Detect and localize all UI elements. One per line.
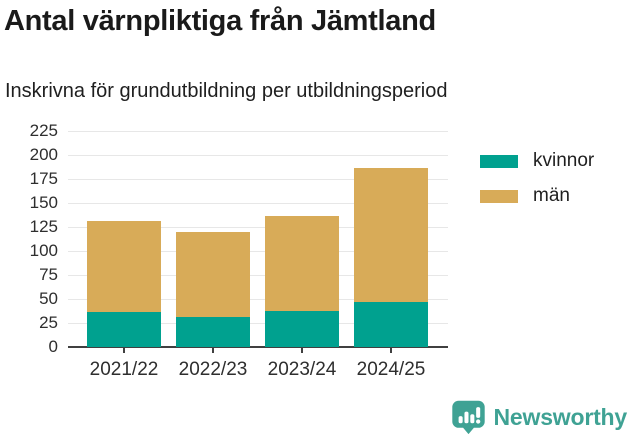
x-tick-label-2021/22: 2021/22 — [89, 359, 159, 380]
gridline-200 — [68, 154, 448, 156]
newsworthy-wordmark: Newsworthy — [493, 403, 628, 430]
x-tick-2024/25 — [390, 347, 392, 353]
x-tick-2022/23 — [212, 347, 214, 353]
gridline-50 — [68, 298, 448, 300]
bar-segment-kvinnor-2023/24 — [265, 311, 339, 347]
x-tick-label-2022/23: 2022/23 — [178, 359, 248, 380]
y-tick-label-175: 175 — [29, 169, 58, 188]
bar-segment-kvinnor-2024/25 — [354, 301, 428, 347]
bar-segment-kvinnor-2021/22 — [87, 312, 161, 347]
chart-title: Antal värnpliktiga från Jämtland — [4, 5, 436, 37]
gridline-25 — [68, 322, 448, 324]
legend-item-män: män — [480, 185, 594, 207]
x-axis-line — [68, 346, 448, 348]
legend: kvinnor män — [480, 150, 594, 207]
bar-segment-män-2022/23 — [176, 231, 250, 318]
gridline-175 — [68, 178, 448, 180]
x-tick-2023/24 — [301, 347, 303, 353]
y-tick-label-150: 150 — [29, 193, 58, 212]
y-tick-label-0: 0 — [48, 337, 58, 356]
x-tick-label-2023/24: 2023/24 — [267, 359, 337, 380]
gridline-225 — [68, 130, 448, 132]
chart-subtitle: Inskrivna för grundutbildning per utbild… — [5, 80, 448, 102]
gridline-150 — [68, 202, 448, 204]
y-tick-label-125: 125 — [29, 217, 58, 236]
plot-area: 2021/22 2022/23 2023/24 2024/25 — [68, 130, 448, 380]
y-tick-label-75: 75 — [39, 265, 58, 284]
legend-item-kvinnor: kvinnor — [480, 150, 594, 172]
y-tick-label-200: 200 — [29, 145, 58, 164]
bar-segment-män-2024/25 — [354, 167, 428, 302]
gridline-125 — [68, 226, 448, 228]
newsworthy-logo[interactable]: Newsworthy — [450, 399, 627, 435]
y-tick-label-100: 100 — [29, 241, 58, 260]
y-tick-label-225: 225 — [29, 121, 58, 140]
bar-segment-män-2021/22 — [87, 221, 161, 313]
gridline-75 — [68, 274, 448, 276]
legend-label-kvinnor: kvinnor — [533, 150, 595, 171]
newsworthy-badge-icon — [450, 399, 487, 435]
legend-label-män: män — [533, 185, 570, 206]
y-axis-labels: 0 25 50 75 100 125 150 175 200 225 — [0, 121, 58, 356]
y-tick-label-25: 25 — [39, 313, 58, 332]
y-tick-label-50: 50 — [39, 289, 58, 308]
x-tick-2021/22 — [123, 347, 125, 353]
bar-segment-män-2023/24 — [265, 216, 339, 312]
legend-swatch-kvinnor — [480, 154, 518, 168]
x-tick-label-2024/25: 2024/25 — [356, 359, 426, 380]
legend-swatch-män — [480, 189, 518, 203]
bar-segment-kvinnor-2022/23 — [176, 317, 250, 347]
gridline-100 — [68, 250, 448, 252]
